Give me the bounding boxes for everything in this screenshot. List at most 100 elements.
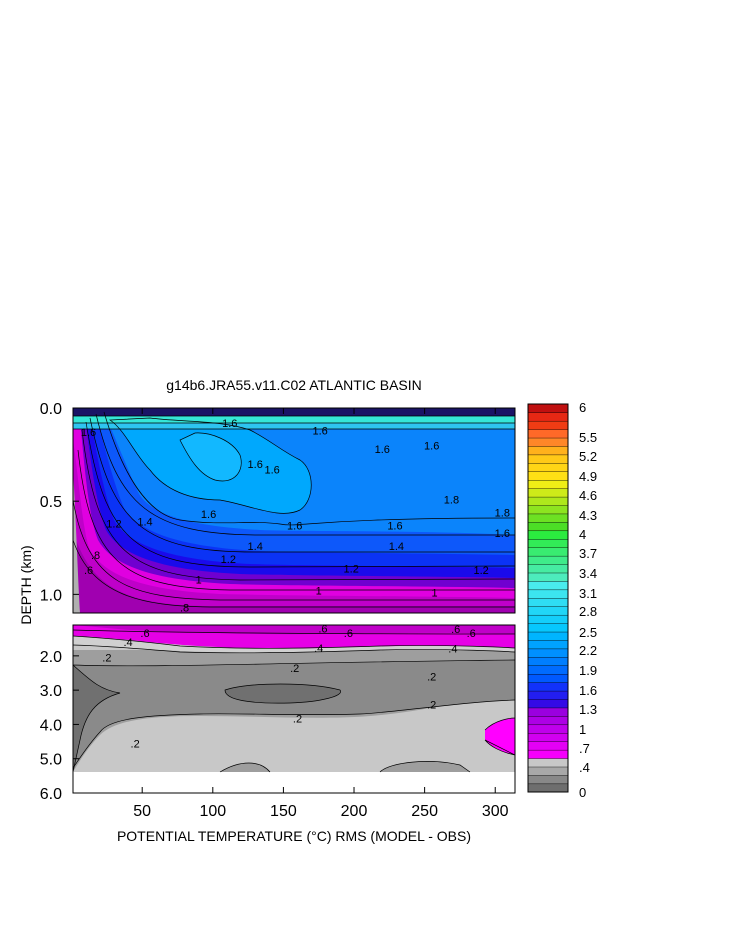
colorbar-label: 1.9 <box>579 663 597 678</box>
colorbar-box <box>527 513 569 523</box>
colorbar-label: 5.2 <box>579 449 597 464</box>
colorbar-box <box>527 665 569 675</box>
colorbar-box <box>527 766 569 776</box>
colorbar-label: 1.3 <box>579 702 597 717</box>
x-tick-label: 150 <box>270 803 297 820</box>
x-tick-label: 200 <box>341 803 368 820</box>
colorbar-box <box>527 589 569 599</box>
colorbar-label: 3.7 <box>579 546 597 561</box>
colorbar-box <box>527 564 569 574</box>
contour-label: 1.6 <box>375 444 390 456</box>
contour-label: 1.6 <box>81 427 96 439</box>
colorbar-label: 5.5 <box>579 430 597 445</box>
contour-label: .4 <box>314 643 323 655</box>
x-axis: 50 100 150 200 250 300 <box>133 408 509 820</box>
colorbar <box>527 403 569 793</box>
contour-label: .6 <box>451 624 460 636</box>
colorbar-box <box>527 741 569 751</box>
colorbar-box <box>527 445 569 456</box>
colorbar-label: 1 <box>579 722 586 737</box>
upper-contour-labels: 1.61.61.61.6 1.61.6 1.61.61.6 1.61.81.81.61… <box>81 418 510 614</box>
colorbar-box <box>527 597 569 607</box>
contour-label: .4 <box>448 643 457 655</box>
colorbar-box <box>527 715 569 726</box>
colorbar-label: 2.2 <box>579 643 597 658</box>
upper-panel-frame <box>72 407 516 614</box>
colorbar-box <box>527 774 569 785</box>
chart-title: g14b6.JRA55.v11.C02 ATLANTIC BASIN <box>166 377 422 393</box>
colorbar-label: 2.5 <box>579 625 597 640</box>
colorbar-box <box>527 403 569 413</box>
colorbar-label: 1.6 <box>579 683 597 698</box>
colorbar-label: 2.8 <box>579 604 597 619</box>
colorbar-box <box>527 639 569 650</box>
upper-panel: 1.61.61.61.6 1.61.6 1.61.61.6 1.61.81.81.61… <box>73 408 515 614</box>
contour-label: .6 <box>467 628 476 640</box>
colorbar-box <box>527 631 569 641</box>
contour-label: 1.6 <box>222 418 237 430</box>
contour-label: .2 <box>131 738 140 750</box>
colorbar-box <box>527 690 569 700</box>
colorbar-box <box>527 614 569 624</box>
colorbar-label: .4 <box>579 760 590 775</box>
colorbar-label: 3.4 <box>579 566 597 581</box>
colorbar-box <box>527 682 569 692</box>
contour-label: .6 <box>84 565 93 577</box>
contour-label: .4 <box>123 637 132 649</box>
y-tick-label: 4.0 <box>40 717 62 734</box>
colorbar-label: 6 <box>579 400 586 415</box>
contour-label: 1.8 <box>444 494 459 506</box>
colorbar-box <box>527 724 569 734</box>
colorbar-box <box>527 488 569 498</box>
colorbar-box <box>527 783 569 793</box>
colorbar-box <box>527 606 569 616</box>
colorbar-label: 4.3 <box>579 508 597 523</box>
colorbar-label: 4.6 <box>579 488 597 503</box>
contour-label: .6 <box>140 628 149 640</box>
contour-label: 1 <box>196 574 202 586</box>
colorbar-frame <box>527 403 569 793</box>
contour-label: 1.6 <box>312 425 327 437</box>
contour-label: 1.2 <box>344 563 359 575</box>
contour-label: 1.6 <box>248 459 263 471</box>
contour-label: .6 <box>318 623 327 635</box>
colorbar-box <box>527 623 569 633</box>
y-axis-label: DEPTH (km) <box>18 545 34 624</box>
contour-label: 1.6 <box>495 528 510 540</box>
contour-label: 1.4 <box>248 541 263 553</box>
y-axis-lower: 2.0 3.0 4.0 5.0 6.0 <box>40 649 79 803</box>
contour-label: 1.6 <box>264 465 279 477</box>
y-tick-label: 0.5 <box>40 494 62 511</box>
colorbar-box <box>527 462 569 472</box>
contour-label: 1.2 <box>106 519 121 531</box>
x-tick-label: 300 <box>482 803 509 820</box>
colorbar-box <box>527 547 569 557</box>
colorbar-label: 3.1 <box>579 586 597 601</box>
colorbar-box <box>527 429 569 439</box>
x-tick-label: 50 <box>133 803 151 820</box>
colorbar-box <box>527 471 569 481</box>
colorbar-box <box>527 496 569 506</box>
colorbar-label: .7 <box>579 741 590 756</box>
colorbar-box <box>527 420 569 430</box>
contour-label: .2 <box>427 671 436 683</box>
y-tick-label: 1.0 <box>40 587 62 604</box>
contour-label: 1.6 <box>201 509 216 521</box>
colorbar-box <box>527 656 569 666</box>
lower-contour-labels: .6 .6 .6 .6 .6 .4 .4 .4 .2 .2 .2 .2 .2 .2 <box>102 623 476 750</box>
y-tick-label: 5.0 <box>40 752 62 769</box>
x-axis-label: POTENTIAL TEMPERATURE (°C) RMS (MODEL - … <box>117 828 471 844</box>
y-axis-upper: 0.0 0.5 1.0 <box>40 401 79 604</box>
colorbar-box <box>527 454 569 464</box>
contour-label: .8 <box>180 602 189 614</box>
contour-label: 1.4 <box>389 541 404 553</box>
colorbar-box <box>527 538 569 548</box>
colorbar-labels: 6 5.5 5.2 4.9 4.6 4.3 4 3.7 3.4 3.1 2.8 2.5 2.2 1.9 1.… <box>579 400 597 800</box>
x-tick-label: 100 <box>199 803 226 820</box>
colorbar-box <box>527 648 569 658</box>
contour-label: 1.2 <box>221 554 236 566</box>
colorbar-box <box>527 699 569 709</box>
x-tick-label: 250 <box>411 803 438 820</box>
contour-label: 1 <box>316 586 322 598</box>
colorbar-label: 4 <box>579 527 586 542</box>
